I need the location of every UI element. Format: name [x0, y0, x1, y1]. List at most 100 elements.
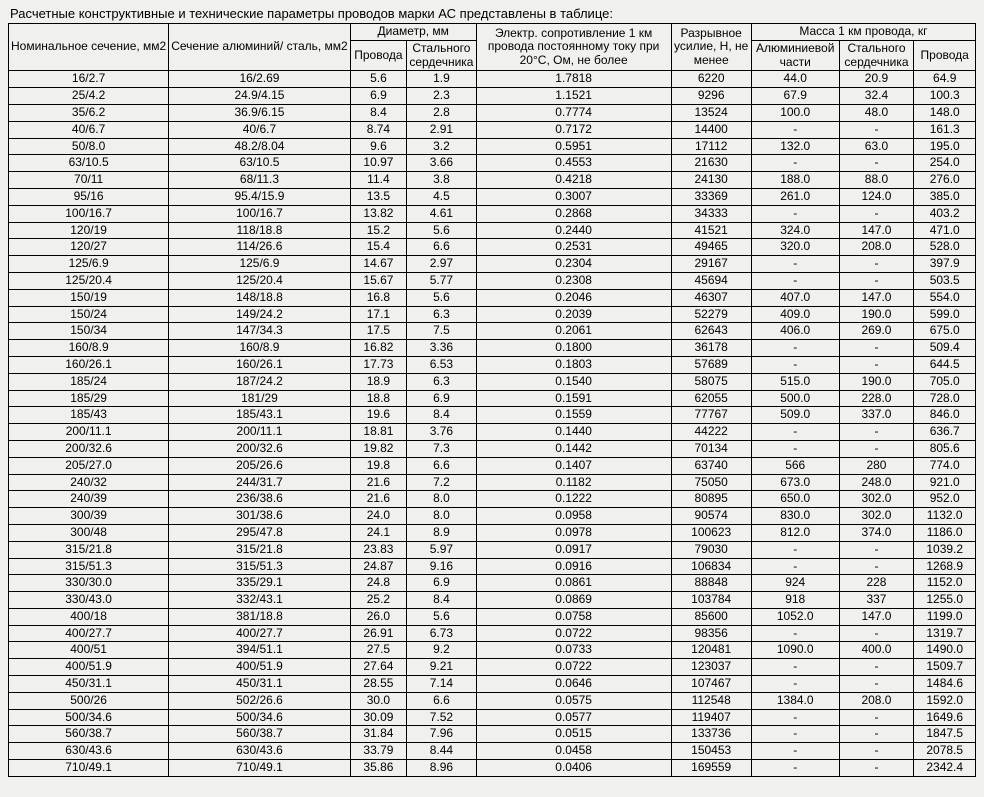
cell: 0.7172	[476, 121, 671, 138]
cell: 185/43.1	[169, 407, 351, 424]
cell: 68/11.3	[169, 172, 351, 189]
cell: 148.0	[914, 104, 976, 121]
cell: 49465	[671, 239, 751, 256]
cell: 300/48	[9, 524, 169, 541]
cell: 1039.2	[914, 541, 976, 558]
cell: 0.3007	[476, 188, 671, 205]
cell: 710/49.1	[169, 760, 351, 777]
cell: 188.0	[751, 172, 839, 189]
cell: 21.6	[350, 491, 406, 508]
cell: 774.0	[914, 457, 976, 474]
cell: 0.0917	[476, 541, 671, 558]
cell: -	[751, 424, 839, 441]
table-head: Номинальное сечение, мм2 Сечение алюмини…	[9, 24, 976, 71]
cell: 332/43.1	[169, 592, 351, 609]
cell: 6.6	[407, 692, 477, 709]
cell: -	[839, 541, 914, 558]
cell: 200/11.1	[169, 424, 351, 441]
cell: -	[751, 272, 839, 289]
col-nominal: Номинальное сечение, мм2	[9, 24, 169, 71]
cell: 805.6	[914, 440, 976, 457]
cell: -	[751, 155, 839, 172]
cell: 190.0	[839, 306, 914, 323]
cell: 75050	[671, 474, 751, 491]
cell: 6.3	[407, 373, 477, 390]
table-row: 185/43185/43.119.68.40.155977767509.0337…	[9, 407, 976, 424]
cell: 0.4218	[476, 172, 671, 189]
cell: -	[751, 760, 839, 777]
cell: 6.6	[407, 239, 477, 256]
cell: 8.0	[407, 491, 477, 508]
cell: -	[751, 659, 839, 676]
cell: 0.1182	[476, 474, 671, 491]
cell: 295/47.8	[169, 524, 351, 541]
cell: 44222	[671, 424, 751, 441]
cell: -	[839, 625, 914, 642]
table-row: 300/48295/47.824.18.90.0978100623812.037…	[9, 524, 976, 541]
cell: 0.1803	[476, 356, 671, 373]
col-mass-al: Алюминиевой части	[751, 40, 839, 71]
cell: 100.3	[914, 88, 976, 105]
cell: 320.0	[751, 239, 839, 256]
cell: 1132.0	[914, 508, 976, 525]
table-row: 630/43.6630/43.633.798.440.0458150453--2…	[9, 743, 976, 760]
cell: 150/24	[9, 306, 169, 323]
cell: 407.0	[751, 289, 839, 306]
cell: 70134	[671, 440, 751, 457]
cell: 560/38.7	[169, 726, 351, 743]
cell: 30.09	[350, 709, 406, 726]
cell: 200/32.6	[9, 440, 169, 457]
cell: 208.0	[839, 239, 914, 256]
cell: 24.87	[350, 558, 406, 575]
cell: 19.82	[350, 440, 406, 457]
table-row: 50/8.048.2/8.049.63.20.595117112132.063.…	[9, 138, 976, 155]
cell: 1847.5	[914, 726, 976, 743]
cell: 24130	[671, 172, 751, 189]
cell: 1.1521	[476, 88, 671, 105]
cell: 7.3	[407, 440, 477, 457]
cell: 57689	[671, 356, 751, 373]
cell: 103784	[671, 592, 751, 609]
table-row: 160/8.9160/8.916.823.360.180036178--509.…	[9, 340, 976, 357]
cell: -	[839, 676, 914, 693]
cell: 921.0	[914, 474, 976, 491]
col-diam-core: Стального сердечника	[407, 40, 477, 71]
cell: 200/11.1	[9, 424, 169, 441]
cell: 19.6	[350, 407, 406, 424]
col-diam-group: Диаметр, мм	[350, 24, 476, 41]
cell: 205/27.0	[9, 457, 169, 474]
cell: 26.0	[350, 608, 406, 625]
cell: 8.0	[407, 508, 477, 525]
cell: 0.5951	[476, 138, 671, 155]
cell: 0.0916	[476, 558, 671, 575]
cell: 918	[751, 592, 839, 609]
cell: 0.0458	[476, 743, 671, 760]
cell: 62643	[671, 323, 751, 340]
cell: 9.2	[407, 642, 477, 659]
cell: 248.0	[839, 474, 914, 491]
cell: 710/49.1	[9, 760, 169, 777]
cell: 160/26.1	[9, 356, 169, 373]
cell: 830.0	[751, 508, 839, 525]
cell: 185/24	[9, 373, 169, 390]
cell: 14.67	[350, 256, 406, 273]
cell: 36.9/6.15	[169, 104, 351, 121]
cell: 8.74	[350, 121, 406, 138]
cell: -	[751, 356, 839, 373]
cell: 6.6	[407, 457, 477, 474]
cell: 107467	[671, 676, 751, 693]
table-row: 200/11.1200/11.118.813.760.144044222--63…	[9, 424, 976, 441]
col-resist: Электр. сопротивление 1 км провода посто…	[476, 24, 671, 71]
cell: 400/27.7	[169, 625, 351, 642]
cell: 100/16.7	[169, 205, 351, 222]
table-row: 70/1168/11.311.43.80.421824130188.088.02…	[9, 172, 976, 189]
cell: 324.0	[751, 222, 839, 239]
cell: 9.6	[350, 138, 406, 155]
cell: 147.0	[839, 608, 914, 625]
cell: 18.81	[350, 424, 406, 441]
cell: 812.0	[751, 524, 839, 541]
cell: 1090.0	[751, 642, 839, 659]
cell: 6.9	[407, 575, 477, 592]
cell: 0.1442	[476, 440, 671, 457]
table-row: 240/39236/38.621.68.00.122280895650.0302…	[9, 491, 976, 508]
